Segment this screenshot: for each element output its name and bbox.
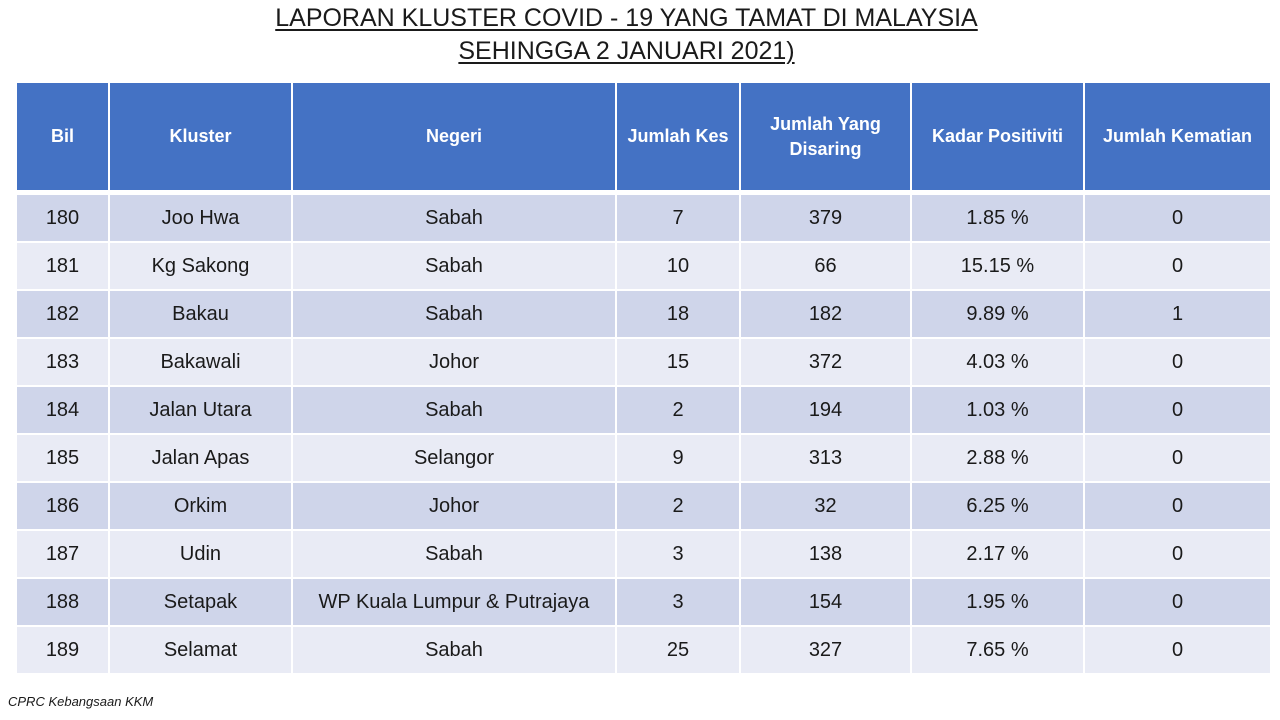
cell-kadar-positiviti: 6.25 % xyxy=(911,482,1085,531)
cell-jumlah-kematian: 0 xyxy=(1084,482,1270,531)
cell-kadar-positiviti: 15.15 % xyxy=(911,242,1085,291)
cell-jumlah-kes: 3 xyxy=(616,530,741,579)
cell-negeri: Sabah xyxy=(292,626,617,675)
cell-negeri: Selangor xyxy=(292,434,617,483)
table-row: 189 Selamat Sabah 25 327 7.65 % 0 xyxy=(17,626,1270,675)
cell-bil: 187 xyxy=(17,530,110,579)
table-row: 183 Bakawali Johor 15 372 4.03 % 0 xyxy=(17,338,1270,387)
report-title-line1: LAPORAN KLUSTER COVID - 19 YANG TAMAT DI… xyxy=(275,4,978,32)
cell-jumlah-disaring: 327 xyxy=(740,626,912,675)
cell-kadar-positiviti: 1.95 % xyxy=(911,578,1085,627)
cell-negeri: Sabah xyxy=(292,290,617,339)
cell-jumlah-kematian: 0 xyxy=(1084,626,1270,675)
table-row: 182 Bakau Sabah 18 182 9.89 % 1 xyxy=(17,290,1270,339)
table-row: 188 Setapak WP Kuala Lumpur & Putrajaya 3 15… xyxy=(17,578,1270,627)
cell-bil: 189 xyxy=(17,626,110,675)
cell-bil: 186 xyxy=(17,482,110,531)
table-row: 184 Jalan Utara Sabah 2 194 1.03 % 0 xyxy=(17,386,1270,435)
footer-source: CPRC Kebangsaan KKM xyxy=(8,694,154,709)
table-body: 180 Joo Hwa Sabah 7 379 1.85 % 0 181 Kg Sakong Sa… xyxy=(17,192,1270,675)
cluster-table: Bil Kluster Negeri Jumlah Kes Jumlah Yan… xyxy=(17,83,1270,675)
cell-negeri: Sabah xyxy=(292,192,617,243)
cell-bil: 185 xyxy=(17,434,110,483)
cell-negeri: Sabah xyxy=(292,386,617,435)
header-negeri: Negeri xyxy=(292,83,617,195)
table-row: 186 Orkim Johor 2 32 6.25 % 0 xyxy=(17,482,1270,531)
header-jumlah-disaring: Jumlah Yang Disaring xyxy=(740,83,912,195)
cell-bil: 180 xyxy=(17,192,110,243)
cell-jumlah-disaring: 182 xyxy=(740,290,912,339)
cell-kluster: Bakawali xyxy=(109,338,293,387)
table-row: 185 Jalan Apas Selangor 9 313 2.88 % 0 xyxy=(17,434,1270,483)
table-header-row: Bil Kluster Negeri Jumlah Kes Jumlah Yan… xyxy=(17,83,1270,195)
cell-kluster: Selamat xyxy=(109,626,293,675)
table-row: 180 Joo Hwa Sabah 7 379 1.85 % 0 xyxy=(17,192,1270,243)
cell-bil: 181 xyxy=(17,242,110,291)
table-row: 181 Kg Sakong Sabah 10 66 15.15 % 0 xyxy=(17,242,1270,291)
table-row: 187 Udin Sabah 3 138 2.17 % 0 xyxy=(17,530,1270,579)
cell-jumlah-kes: 2 xyxy=(616,482,741,531)
header-kluster: Kluster xyxy=(109,83,293,195)
cell-kluster: Setapak xyxy=(109,578,293,627)
cell-bil: 188 xyxy=(17,578,110,627)
cell-jumlah-kes: 18 xyxy=(616,290,741,339)
cell-jumlah-kes: 2 xyxy=(616,386,741,435)
cell-jumlah-kes: 7 xyxy=(616,192,741,243)
cell-bil: 183 xyxy=(17,338,110,387)
cell-jumlah-kes: 10 xyxy=(616,242,741,291)
cell-jumlah-kematian: 0 xyxy=(1084,386,1270,435)
cell-kluster: Jalan Utara xyxy=(109,386,293,435)
header-kadar-positiviti: Kadar Positiviti xyxy=(911,83,1085,195)
cell-kadar-positiviti: 9.89 % xyxy=(911,290,1085,339)
cell-negeri: Sabah xyxy=(292,242,617,291)
cell-jumlah-kematian: 0 xyxy=(1084,192,1270,243)
cell-jumlah-disaring: 372 xyxy=(740,338,912,387)
cell-jumlah-kematian: 0 xyxy=(1084,242,1270,291)
cell-bil: 182 xyxy=(17,290,110,339)
cell-jumlah-kematian: 0 xyxy=(1084,530,1270,579)
cell-kluster: Orkim xyxy=(109,482,293,531)
header-bil: Bil xyxy=(17,83,110,195)
cell-jumlah-kematian: 0 xyxy=(1084,434,1270,483)
cell-kadar-positiviti: 2.88 % xyxy=(911,434,1085,483)
cell-jumlah-kes: 3 xyxy=(616,578,741,627)
cell-kadar-positiviti: 7.65 % xyxy=(911,626,1085,675)
cell-negeri: Johor xyxy=(292,482,617,531)
cell-jumlah-disaring: 138 xyxy=(740,530,912,579)
cell-kluster: Udin xyxy=(109,530,293,579)
cell-jumlah-kes: 9 xyxy=(616,434,741,483)
cell-kadar-positiviti: 2.17 % xyxy=(911,530,1085,579)
cell-negeri: Sabah xyxy=(292,530,617,579)
cell-kadar-positiviti: 4.03 % xyxy=(911,338,1085,387)
cell-jumlah-disaring: 313 xyxy=(740,434,912,483)
cell-jumlah-kes: 15 xyxy=(616,338,741,387)
cell-jumlah-kes: 25 xyxy=(616,626,741,675)
cell-kadar-positiviti: 1.85 % xyxy=(911,192,1085,243)
header-jumlah-kes: Jumlah Kes xyxy=(616,83,741,195)
cell-kluster: Bakau xyxy=(109,290,293,339)
cell-jumlah-disaring: 379 xyxy=(740,192,912,243)
cell-jumlah-disaring: 32 xyxy=(740,482,912,531)
cell-jumlah-kematian: 0 xyxy=(1084,338,1270,387)
cell-kadar-positiviti: 1.03 % xyxy=(911,386,1085,435)
cell-jumlah-kematian: 0 xyxy=(1084,578,1270,627)
cell-jumlah-disaring: 66 xyxy=(740,242,912,291)
cell-kluster: Jalan Apas xyxy=(109,434,293,483)
cell-bil: 184 xyxy=(17,386,110,435)
cell-negeri: WP Kuala Lumpur & Putrajaya xyxy=(292,578,617,627)
cell-jumlah-kematian: 1 xyxy=(1084,290,1270,339)
cell-jumlah-disaring: 194 xyxy=(740,386,912,435)
cell-kluster: Joo Hwa xyxy=(109,192,293,243)
report-title-line2: SEHINGGA 2 JANUARI 2021) xyxy=(458,37,795,65)
cell-jumlah-disaring: 154 xyxy=(740,578,912,627)
cell-kluster: Kg Sakong xyxy=(109,242,293,291)
report-title: LAPORAN KLUSTER COVID - 19 YANG TAMAT DI… xyxy=(0,2,1253,68)
header-jumlah-kematian: Jumlah Kematian xyxy=(1084,83,1270,195)
cell-negeri: Johor xyxy=(292,338,617,387)
